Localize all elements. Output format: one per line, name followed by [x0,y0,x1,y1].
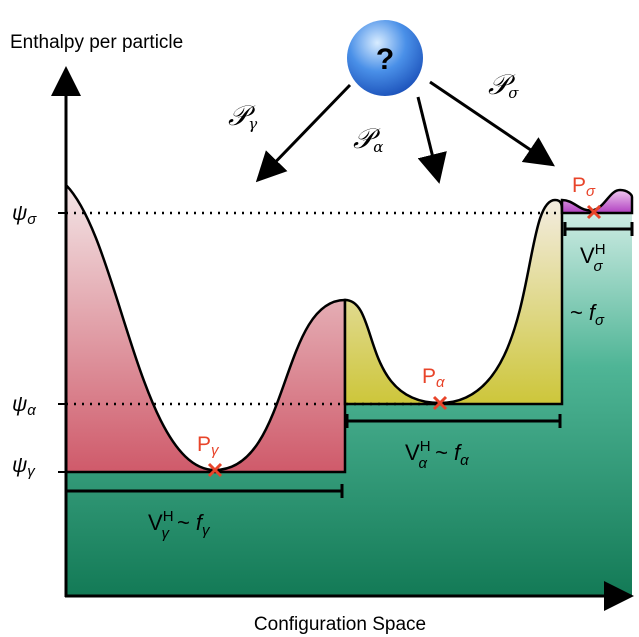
subscript: σ [508,84,519,102]
y-axis-label: Enthalpy per particle [10,32,183,53]
level-label: ψγ [12,454,36,480]
symbol: ψ [12,202,27,225]
relation: ~ [435,440,448,465]
subscript: γ [211,442,220,459]
subscript: α [373,138,383,156]
origin-label: ? [376,43,394,76]
superscript: H [420,438,431,455]
level-label: ψα [12,393,36,419]
subscript: α [27,402,36,419]
symbol: P [572,174,586,197]
pathway-label: 𝒫α [353,122,383,156]
minimum-label: Pσ [572,174,596,200]
pathway-label: 𝒫σ [488,68,519,102]
symbol: P [422,365,436,388]
well-alpha [345,200,562,404]
symbol: P [197,433,211,456]
pathway-label: 𝒫γ [228,99,257,133]
minimum-label: Pγ [197,433,220,459]
x-axis-label: Configuration Space [254,614,426,635]
subscript: σ [595,312,605,329]
symbol: ψ [12,454,27,477]
symbol: ψ [12,393,27,416]
superscript: H [163,508,174,525]
subscript: σ [27,211,37,228]
relation: ~ [570,300,583,325]
subscript: α [436,374,445,391]
subscript: γ [248,115,257,133]
level-label: ψσ [12,202,37,228]
subscript: α [460,452,469,469]
superscript: H [595,241,606,258]
well-gamma [66,185,345,472]
subscript: α [419,455,428,472]
subscript: σ [586,183,596,200]
minimum-label: Pα [422,365,445,391]
subscript: γ [27,463,36,480]
relation: ~ [177,510,190,535]
diagram: ? Enthalpy per particle Configuration Sp… [0,0,639,637]
subscript: σ [594,258,604,275]
